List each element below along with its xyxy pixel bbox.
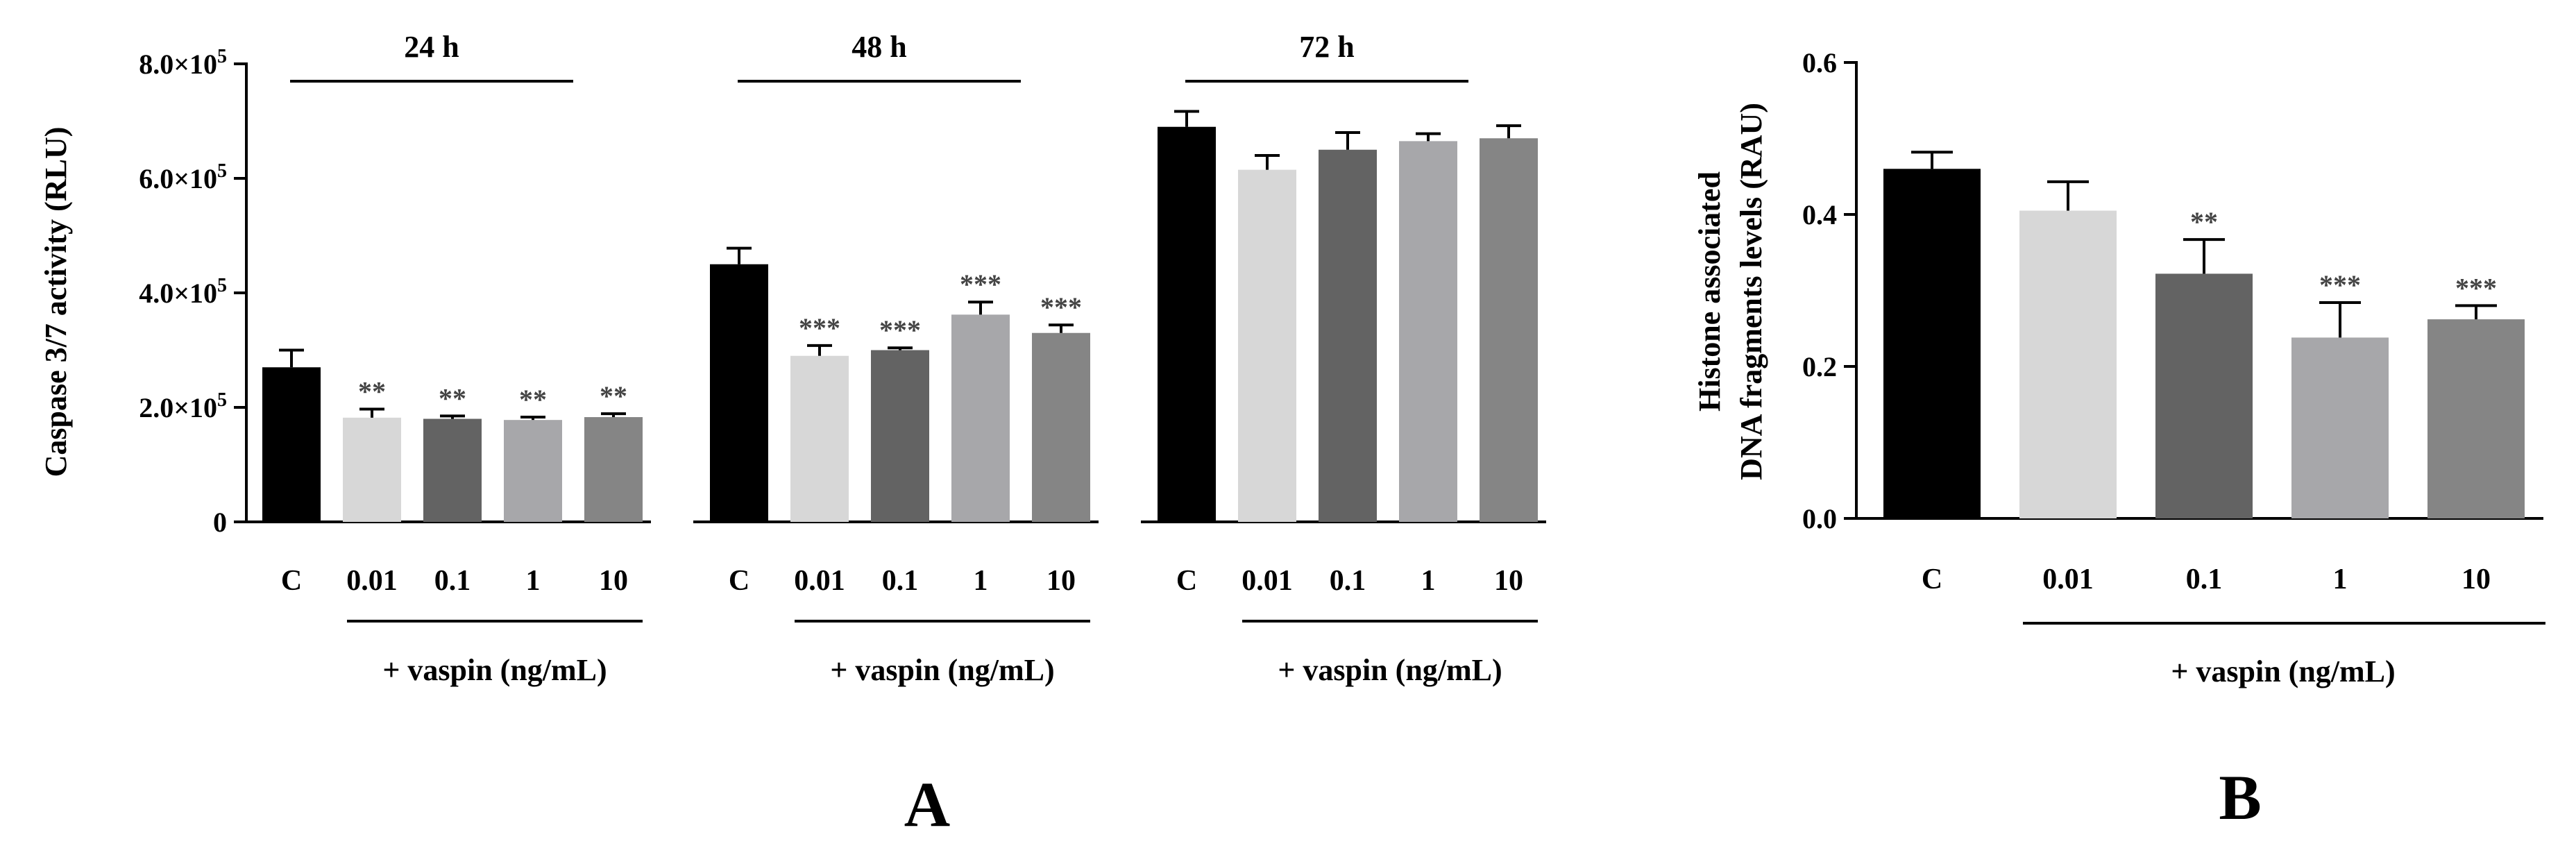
panel-b-y-tick-label: 0.2 [1802, 351, 1837, 382]
panel-a-y-axis-title: Caspase 3/7 activity (RLU) [39, 127, 73, 477]
panel-a-bar-72-h-0-1 [1319, 149, 1377, 522]
panel-a-bar-48-h-0-1 [871, 350, 929, 522]
panel-a-category-label: 10 [1494, 565, 1523, 597]
panel-a-category-label: 1 [974, 565, 988, 597]
panel-a-category-label: 0.1 [1330, 565, 1366, 597]
panel-a-category-label: 0.01 [346, 565, 398, 597]
panel-a-bar-24-h-0-1 [423, 418, 482, 522]
panel-b-plot-area: C 0.01 ** 0.1 *** 1 *** 10 + vaspin (ng/mL) [1883, 151, 2545, 688]
panel-a-time-label: 24 h [404, 30, 459, 64]
panel-b-y-axis: 0.0 0.2 0.4 0.6 [1802, 47, 2543, 534]
panel-a-bar-72-h-c [1158, 126, 1216, 522]
panel-a-significance: *** [799, 312, 840, 344]
panel-a-y-tick-label: 6.0×105 [139, 160, 227, 194]
panel-a-y-tick-label: 4.0×105 [139, 275, 227, 309]
panel-a-chart: Caspase 3/7 activity (RLU) 0 2.0×105 4.0×1… [39, 30, 1546, 687]
panel-a-bar-48-h-c [710, 264, 768, 522]
panel-a-y-tick-label: 2.0×105 [139, 389, 227, 423]
panel-b-y-tick-label: 0.4 [1802, 199, 1837, 230]
panel-b-bar-10 [2427, 319, 2525, 518]
panel-a-bar-72-h-0-01 [1238, 169, 1296, 522]
panel-a-time-label: 48 h [851, 30, 906, 64]
panel-b-label: B [2219, 762, 2261, 833]
panel-a-category-label: C [729, 565, 749, 597]
panel-a-treatment-label: + vaspin (ng/mL) [1278, 653, 1502, 687]
panel-b-bar-1 [2291, 337, 2389, 518]
panel-a-category-label: C [1176, 565, 1197, 597]
panel-a-significance: ** [600, 380, 627, 412]
panel-a-category-label: 1 [526, 565, 541, 597]
panel-b-significance: *** [2319, 269, 2361, 300]
panel-a-category-label: C [281, 565, 302, 597]
panel-a-significance: *** [1040, 291, 1082, 323]
panel-a-significance: *** [960, 269, 1001, 300]
panel-a-significance: ** [519, 384, 547, 415]
panel-a-category-label: 0.1 [434, 565, 471, 597]
panel-a-bar-24-h-1 [504, 420, 562, 522]
panel-a-label: A [904, 769, 950, 840]
panel-a-y-axis: 0 2.0×105 4.0×105 6.0×105 8.0×105 [139, 46, 248, 538]
panel-b-category-label: 0.1 [2186, 564, 2223, 595]
panel-b-bar-0-1 [2155, 273, 2253, 518]
panel-a-bar-48-h-0-01 [790, 355, 849, 522]
panel-a-bar-72-h-10 [1480, 138, 1538, 522]
panel-b-chart: Histone associated DNA fragments levels … [1693, 47, 2545, 688]
panel-a-category-label: 1 [1421, 565, 1436, 597]
panel-b-treatment-label: + vaspin (ng/mL) [2171, 654, 2395, 688]
panel-a-significance: ** [439, 382, 466, 414]
panel-b-category-label: C [1922, 564, 1942, 595]
panel-a-category-label: 10 [599, 565, 628, 597]
panel-b-y-tick-label: 0.6 [1802, 47, 1837, 78]
panel-a-treatment-label: + vaspin (ng/mL) [382, 653, 607, 687]
panel-a-significance: ** [358, 375, 386, 407]
panel-b-bar-0-01 [2019, 210, 2117, 518]
panel-b-category-label: 10 [2461, 564, 2491, 595]
panel-b-category-label: 0.01 [2042, 564, 2094, 595]
panel-a-y-tick-label: 0 [213, 507, 227, 538]
panel-b-significance: ** [2190, 206, 2218, 237]
panel-a-treatment-label: + vaspin (ng/mL) [830, 653, 1054, 687]
panel-a-category-label: 0.01 [1242, 565, 1293, 597]
panel-b-category-label: 1 [2333, 564, 2348, 595]
panel-a-bar-48-h-1 [951, 314, 1010, 522]
panel-b-y-tick-label: 0.0 [1802, 503, 1837, 534]
panel-a-category-label: 0.1 [882, 565, 919, 597]
panel-a-significance: *** [879, 314, 921, 346]
panel-b-bar-c [1883, 169, 1981, 519]
panel-b-y-axis-title-line1: Histone associated [1693, 171, 1727, 412]
panel-a-bar-72-h-1 [1399, 141, 1457, 522]
panel-a-bar-48-h-10 [1032, 332, 1090, 522]
panel-a-category-label: 0.01 [794, 565, 845, 597]
panel-a-bar-24-h-10 [584, 417, 643, 522]
panel-b-significance: *** [2455, 272, 2497, 303]
panel-a-time-label: 72 h [1299, 30, 1354, 64]
panel-a-bar-24-h-0-01 [343, 417, 401, 522]
panel-a-y-tick-label: 8.0×105 [139, 46, 227, 80]
panel-b-y-axis-title-line2: DNA fragments levels (RAU) [1734, 103, 1768, 480]
panel-a-plot-area: C ** 0.01 ** 0.1 ** 1 ** 10 24 h + vaspin (ng/mL) C… [246, 30, 1546, 687]
panel-a-category-label: 10 [1046, 565, 1076, 597]
panel-a-bar-24-h-c [262, 367, 321, 522]
